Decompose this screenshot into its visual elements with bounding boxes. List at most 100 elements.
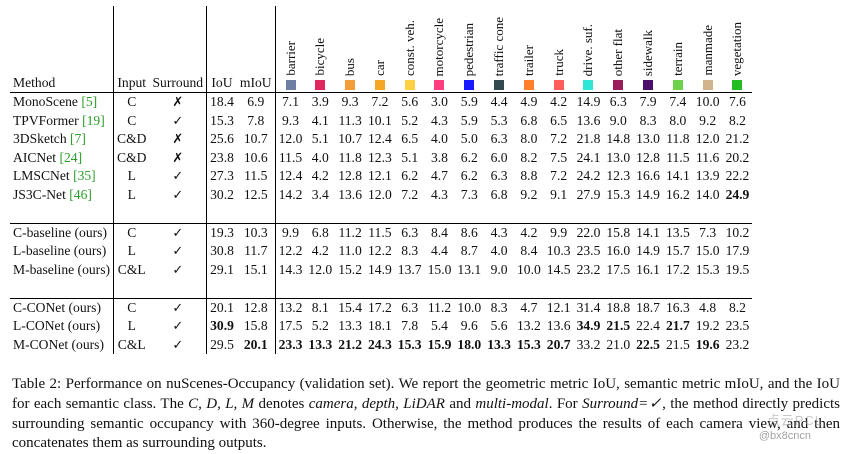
class-iou-cell: 6.3 <box>490 168 508 184</box>
iou-cell: 27.3 <box>210 168 234 184</box>
class-iou-cell: 22.0 <box>573 222 604 242</box>
class-color-swatch <box>345 80 356 90</box>
class-iou-cell: 6.2 <box>401 168 419 184</box>
class-name: traffic cone <box>491 16 507 76</box>
class-iou-cell: 24.9 <box>725 186 750 202</box>
class-iou-cell: 13.0 <box>606 149 631 165</box>
class-iou-cell: 10.7 <box>338 131 362 147</box>
class-name: motorcycle <box>431 17 447 76</box>
citation-link[interactable]: [24] <box>59 149 83 165</box>
miou-cell: 12.8 <box>236 297 276 317</box>
col-header-class: terrain <box>663 6 693 93</box>
surround-mark: ✓ <box>149 317 208 336</box>
class-iou-cell: 12.0 <box>308 261 333 277</box>
class-iou-cell: 9.1 <box>550 186 568 202</box>
class-iou-cell: 14.1 <box>633 222 663 242</box>
class-iou-cell: 21.0 <box>606 336 631 352</box>
method-cell: AICNet [24] <box>10 148 115 167</box>
class-iou-cell: 22.5 <box>636 336 660 352</box>
class-name: pedestrian <box>461 22 477 76</box>
surround-mark: ✓ <box>149 335 208 354</box>
iou-cell: 18.4 <box>206 92 237 112</box>
class-iou-cell: 13.6 <box>546 318 571 334</box>
class-iou-cell: 19.5 <box>725 261 750 277</box>
miou-cell: 10.7 <box>236 130 276 149</box>
class-iou-cell: 5.6 <box>490 318 508 334</box>
caption-text-3: and <box>444 395 476 412</box>
table-row: JS3C-Net [46] L ✓ 30.2 12.5 14.2 3.4 13.6 12.0 7.… <box>10 185 752 204</box>
class-iou-cell: 8.3 <box>484 297 514 317</box>
col-header-iou: IoU <box>211 75 233 90</box>
citation-link[interactable]: [5] <box>81 94 98 110</box>
class-iou-cell: 18.7 <box>633 297 663 317</box>
class-iou-cell: 16.6 <box>636 168 660 184</box>
class-iou-cell: 13.7 <box>397 261 422 277</box>
citation-link[interactable]: [7] <box>70 131 86 147</box>
class-iou-cell: 14.1 <box>665 168 690 184</box>
class-iou-cell: 17.2 <box>665 261 690 277</box>
class-name: terrain <box>669 42 685 76</box>
method-cell: 3DSketch [7] <box>10 130 115 149</box>
citation-link[interactable]: [19] <box>82 112 105 128</box>
class-iou-cell: 33.2 <box>576 336 601 352</box>
surround-mark: ✗ <box>149 130 208 149</box>
citation-link[interactable]: [46] <box>69 186 92 202</box>
table-row: M-CONet (ours) C&L ✓ 29.5 20.1 23.3 13.3 21.2 24… <box>10 335 752 354</box>
class-color-swatch <box>613 80 624 90</box>
class-iou-cell: 14.9 <box>636 243 660 259</box>
class-iou-cell: 21.2 <box>338 336 362 352</box>
class-iou-cell: 12.1 <box>368 168 392 184</box>
input-cell: C&D <box>117 149 147 165</box>
class-iou-cell: 12.4 <box>278 168 303 184</box>
class-iou-cell: 24.1 <box>576 149 601 165</box>
class-color-swatch <box>732 80 743 90</box>
miou-cell: 15.8 <box>236 317 276 336</box>
class-iou-cell: 4.3 <box>430 186 448 202</box>
surround-mark: ✓ <box>149 167 208 186</box>
class-iou-cell: 9.2 <box>699 112 717 128</box>
class-color-swatch <box>404 80 415 90</box>
class-iou-cell: 21.5 <box>606 318 631 334</box>
iou-cell: 30.2 <box>210 186 234 202</box>
class-iou-cell: 3.0 <box>424 92 455 112</box>
class-iou-cell: 4.2 <box>311 243 329 259</box>
header-row: Method Input Surround IoU mIoU barrier bi… <box>10 6 752 93</box>
table-row: L-CONet (ours) L ✓ 30.9 15.8 17.5 5.2 13.3 18.1 7… <box>10 317 752 336</box>
class-iou-cell: 9.0 <box>609 112 627 128</box>
miou-cell: 20.1 <box>236 335 276 354</box>
class-iou-cell: 12.4 <box>368 131 392 147</box>
class-iou-cell: 9.9 <box>543 222 574 242</box>
class-color-swatch <box>434 80 445 90</box>
class-iou-cell: 23.2 <box>576 261 601 277</box>
class-iou-cell: 12.0 <box>278 131 303 147</box>
class-color-swatch <box>583 80 594 90</box>
class-name: barrier <box>282 41 298 76</box>
col-header-class: vegetation <box>723 6 753 93</box>
class-iou-cell: 7.2 <box>550 168 568 184</box>
class-iou-cell: 4.8 <box>692 297 723 317</box>
miou-cell: 10.3 <box>236 222 276 242</box>
class-name: sidewalk <box>640 29 656 76</box>
class-iou-cell: 4.0 <box>311 149 329 165</box>
class-iou-cell: 7.8 <box>401 318 419 334</box>
group-gap <box>10 279 752 298</box>
class-iou-cell: 9.0 <box>490 261 508 277</box>
class-color-swatch <box>494 80 505 90</box>
class-iou-cell: 23.2 <box>725 336 750 352</box>
class-name: manmade <box>699 25 715 76</box>
class-color-swatch <box>672 80 683 90</box>
table-body: MonoScene [5] C ✗ 18.4 6.9 7.1 3.9 9.3 7.2 5.6 3.0… <box>10 92 753 354</box>
class-iou-cell: 4.4 <box>484 92 514 112</box>
class-iou-cell: 19.2 <box>695 318 720 334</box>
class-name: drive. suf. <box>580 23 596 76</box>
class-iou-cell: 34.9 <box>576 318 601 334</box>
class-name: trailer <box>520 44 536 76</box>
input-cell: C <box>113 222 150 242</box>
class-iou-cell: 13.9 <box>695 168 720 184</box>
citation-link[interactable]: [35] <box>73 168 96 184</box>
class-iou-cell: 21.8 <box>576 131 601 147</box>
class-iou-cell: 5.0 <box>460 131 478 147</box>
class-iou-cell: 16.1 <box>636 261 660 277</box>
class-iou-cell: 9.2 <box>520 186 538 202</box>
class-iou-cell: 11.2 <box>424 297 455 317</box>
